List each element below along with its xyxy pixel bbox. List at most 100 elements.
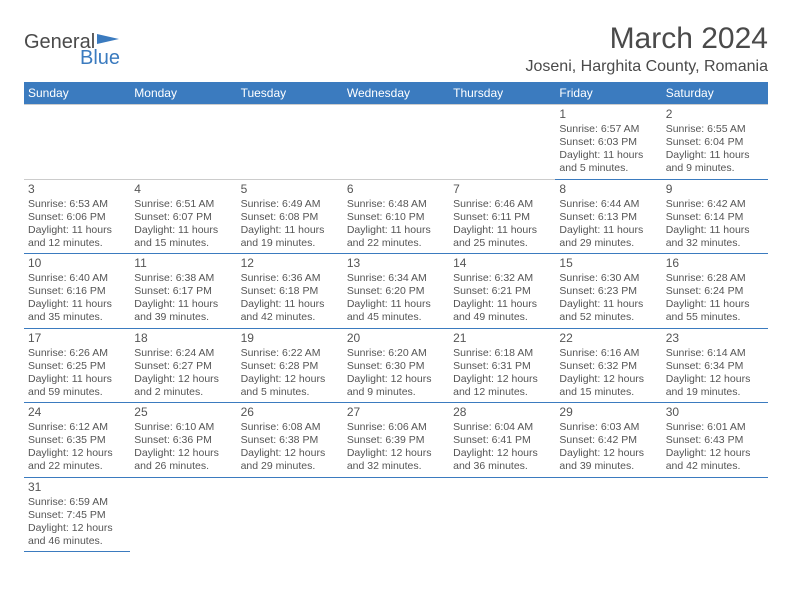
daylight-text: and 22 minutes. — [347, 237, 445, 250]
calendar-cell: 15Sunrise: 6:30 AMSunset: 6:23 PMDayligh… — [555, 254, 661, 329]
calendar-table: Sunday Monday Tuesday Wednesday Thursday… — [24, 82, 768, 552]
calendar-cell — [555, 477, 661, 552]
calendar-cell: 29Sunrise: 6:03 AMSunset: 6:42 PMDayligh… — [555, 403, 661, 478]
sunset-text: Sunset: 6:34 PM — [666, 360, 764, 373]
sunset-text: Sunset: 6:32 PM — [559, 360, 657, 373]
logo-text-blue: Blue — [80, 48, 120, 68]
daylight-text: and 2 minutes. — [134, 386, 232, 399]
calendar-week-row: 24Sunrise: 6:12 AMSunset: 6:35 PMDayligh… — [24, 403, 768, 478]
daylight-text: Daylight: 12 hours — [666, 447, 764, 460]
daylight-text: and 32 minutes. — [347, 460, 445, 473]
calendar-cell: 6Sunrise: 6:48 AMSunset: 6:10 PMDaylight… — [343, 179, 449, 254]
daylight-text: and 35 minutes. — [28, 311, 126, 324]
daylight-text: and 32 minutes. — [666, 237, 764, 250]
day-number: 19 — [241, 331, 339, 346]
day-number: 21 — [453, 331, 551, 346]
calendar-cell: 31Sunrise: 6:59 AMSunset: 7:45 PMDayligh… — [24, 477, 130, 552]
sunrise-text: Sunrise: 6:59 AM — [28, 496, 126, 509]
day-number: 7 — [453, 182, 551, 197]
daylight-text: and 9 minutes. — [666, 162, 764, 175]
dayhdr-fri: Friday — [555, 82, 661, 105]
calendar-cell: 23Sunrise: 6:14 AMSunset: 6:34 PMDayligh… — [662, 328, 768, 403]
sunrise-text: Sunrise: 6:40 AM — [28, 272, 126, 285]
daylight-text: Daylight: 12 hours — [453, 447, 551, 460]
daylight-text: and 55 minutes. — [666, 311, 764, 324]
day-number: 1 — [559, 107, 657, 122]
daylight-text: and 15 minutes. — [134, 237, 232, 250]
sunset-text: Sunset: 6:23 PM — [559, 285, 657, 298]
sunrise-text: Sunrise: 6:32 AM — [453, 272, 551, 285]
title-block: March 2024 Joseni, Harghita County, Roma… — [526, 22, 769, 76]
page-header: General Blue March 2024 Joseni, Harghita… — [24, 22, 768, 76]
sunset-text: Sunset: 6:25 PM — [28, 360, 126, 373]
sunset-text: Sunset: 6:18 PM — [241, 285, 339, 298]
daylight-text: and 52 minutes. — [559, 311, 657, 324]
month-title: March 2024 — [526, 22, 769, 56]
calendar-cell: 20Sunrise: 6:20 AMSunset: 6:30 PMDayligh… — [343, 328, 449, 403]
sunrise-text: Sunrise: 6:22 AM — [241, 347, 339, 360]
daylight-text: Daylight: 11 hours — [453, 298, 551, 311]
daylight-text: and 39 minutes. — [134, 311, 232, 324]
logo: General Blue — [24, 22, 120, 68]
sunrise-text: Sunrise: 6:10 AM — [134, 421, 232, 434]
calendar-cell: 10Sunrise: 6:40 AMSunset: 6:16 PMDayligh… — [24, 254, 130, 329]
daylight-text: Daylight: 12 hours — [453, 373, 551, 386]
sunrise-text: Sunrise: 6:57 AM — [559, 123, 657, 136]
calendar-cell — [662, 477, 768, 552]
day-number: 5 — [241, 182, 339, 197]
sunset-text: Sunset: 6:28 PM — [241, 360, 339, 373]
sunrise-text: Sunrise: 6:26 AM — [28, 347, 126, 360]
sunrise-text: Sunrise: 6:28 AM — [666, 272, 764, 285]
sunrise-text: Sunrise: 6:12 AM — [28, 421, 126, 434]
calendar-cell: 27Sunrise: 6:06 AMSunset: 6:39 PMDayligh… — [343, 403, 449, 478]
daylight-text: Daylight: 12 hours — [347, 373, 445, 386]
day-number: 16 — [666, 256, 764, 271]
sunrise-text: Sunrise: 6:24 AM — [134, 347, 232, 360]
daylight-text: and 5 minutes. — [241, 386, 339, 399]
calendar-cell: 24Sunrise: 6:12 AMSunset: 6:35 PMDayligh… — [24, 403, 130, 478]
daylight-text: Daylight: 11 hours — [347, 298, 445, 311]
calendar-cell: 14Sunrise: 6:32 AMSunset: 6:21 PMDayligh… — [449, 254, 555, 329]
dayhdr-sun: Sunday — [24, 82, 130, 105]
sunrise-text: Sunrise: 6:53 AM — [28, 198, 126, 211]
daylight-text: and 19 minutes. — [241, 237, 339, 250]
day-number: 23 — [666, 331, 764, 346]
sunset-text: Sunset: 6:14 PM — [666, 211, 764, 224]
calendar-cell — [130, 105, 236, 180]
day-number: 9 — [666, 182, 764, 197]
calendar-cell: 1Sunrise: 6:57 AMSunset: 6:03 PMDaylight… — [555, 105, 661, 180]
sunset-text: Sunset: 6:11 PM — [453, 211, 551, 224]
sunrise-text: Sunrise: 6:42 AM — [666, 198, 764, 211]
day-number: 8 — [559, 182, 657, 197]
daylight-text: and 22 minutes. — [28, 460, 126, 473]
calendar-cell: 19Sunrise: 6:22 AMSunset: 6:28 PMDayligh… — [237, 328, 343, 403]
daylight-text: Daylight: 11 hours — [559, 149, 657, 162]
location-text: Joseni, Harghita County, Romania — [526, 58, 769, 76]
daylight-text: Daylight: 12 hours — [241, 447, 339, 460]
day-number: 18 — [134, 331, 232, 346]
daylight-text: Daylight: 12 hours — [28, 447, 126, 460]
calendar-cell: 2Sunrise: 6:55 AMSunset: 6:04 PMDaylight… — [662, 105, 768, 180]
daylight-text: Daylight: 11 hours — [134, 298, 232, 311]
sunrise-text: Sunrise: 6:08 AM — [241, 421, 339, 434]
day-number: 15 — [559, 256, 657, 271]
sunset-text: Sunset: 6:42 PM — [559, 434, 657, 447]
daylight-text: and 25 minutes. — [453, 237, 551, 250]
sunrise-text: Sunrise: 6:44 AM — [559, 198, 657, 211]
dayhdr-wed: Wednesday — [343, 82, 449, 105]
sunrise-text: Sunrise: 6:16 AM — [559, 347, 657, 360]
daylight-text: Daylight: 12 hours — [559, 447, 657, 460]
sunrise-text: Sunrise: 6:51 AM — [134, 198, 232, 211]
daylight-text: Daylight: 11 hours — [28, 224, 126, 237]
daylight-text: and 5 minutes. — [559, 162, 657, 175]
day-number: 31 — [28, 480, 126, 495]
sunset-text: Sunset: 6:36 PM — [134, 434, 232, 447]
sunrise-text: Sunrise: 6:18 AM — [453, 347, 551, 360]
calendar-cell: 18Sunrise: 6:24 AMSunset: 6:27 PMDayligh… — [130, 328, 236, 403]
sunset-text: Sunset: 6:17 PM — [134, 285, 232, 298]
sunset-text: Sunset: 6:06 PM — [28, 211, 126, 224]
daylight-text: Daylight: 12 hours — [134, 447, 232, 460]
sunset-text: Sunset: 6:31 PM — [453, 360, 551, 373]
sunrise-text: Sunrise: 6:14 AM — [666, 347, 764, 360]
sunset-text: Sunset: 6:41 PM — [453, 434, 551, 447]
